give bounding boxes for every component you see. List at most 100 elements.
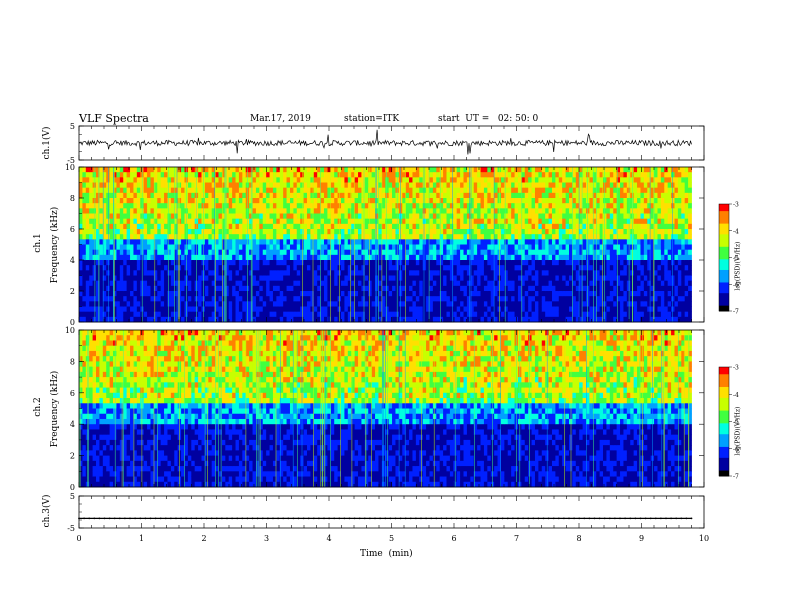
ch1-spectrogram-cell: [86, 265, 90, 271]
ch1-spectrogram-cell: [310, 317, 314, 323]
ch1-spectrogram-cell: [334, 224, 338, 230]
ch1-spectrogram-cell: [433, 229, 437, 235]
ch1-spectrogram-cell: [429, 183, 433, 189]
ch1-spectrogram-cell: [232, 296, 236, 302]
ch1-spectrogram-cell: [552, 291, 556, 297]
ch1-spectrogram-cell: [406, 198, 410, 204]
ch1-spectrogram-cell: [150, 270, 154, 276]
ch1-spectrogram-cell: [263, 198, 267, 204]
ch1-spectrogram-cell: [603, 208, 607, 214]
ch1-spectrogram-cell: [368, 301, 372, 307]
ch1-spectrogram-cell: [600, 317, 604, 323]
ch1-spectrogram-cell: [297, 286, 301, 292]
ch1-spectrogram-cell: [436, 250, 440, 256]
ch1-spectrogram-cell: [613, 270, 617, 276]
ch1-spectrogram-cell: [137, 281, 141, 287]
ch1-spectrogram-cell: [409, 260, 413, 266]
ch1-spectrogram-cell: [208, 265, 212, 271]
ch1-spectrogram-cell: [314, 265, 318, 271]
ch1-spectrogram-cell: [290, 312, 294, 318]
ch1-spectrogram-cell: [389, 281, 393, 287]
ch1-spectrogram-cell: [365, 239, 369, 245]
ch1-spectrogram-cell: [270, 270, 274, 276]
ch1-spectrogram-cell: [259, 281, 263, 287]
ch1-spectrogram-cell: [99, 229, 103, 235]
ch1-spectrogram-cell: [487, 250, 491, 256]
ch1-spectrogram-cell: [419, 265, 423, 271]
ch1-spectrogram-cell: [293, 188, 297, 194]
ch1-spectrogram-cell: [110, 286, 114, 292]
ch1-spectrogram-cell: [270, 203, 274, 209]
ch1-spectrogram-cell: [525, 167, 529, 173]
ch1-spectrogram-cell: [623, 234, 627, 240]
ch1-spectrogram-cell: [436, 177, 440, 183]
ch1-spectrogram-cell: [120, 224, 124, 230]
ch1-spectrogram-cell: [280, 270, 284, 276]
ch1-spectrogram-cell: [613, 208, 617, 214]
ch1-spectrogram-cell: [256, 239, 260, 245]
ch1-spectrogram-cell: [515, 245, 519, 251]
ch1-spectrogram-cell: [538, 229, 542, 235]
ch1-spectrogram-cell: [198, 255, 202, 261]
ch1-spectrogram-cell: [518, 260, 522, 266]
ch1-spectrogram-cell: [603, 286, 607, 292]
ch1-spectrogram-cell: [358, 172, 362, 178]
ch1-spectrogram-cell: [433, 245, 437, 251]
ch1-spectrogram-cell: [239, 183, 243, 189]
ch1-spectrogram-cell: [287, 276, 291, 282]
ch1-spectrogram-cell: [416, 172, 420, 178]
ch1-spectrogram-cell: [293, 260, 297, 266]
ch1-spectrogram-cell: [314, 208, 318, 214]
ch1-spectrogram-cell: [314, 239, 318, 245]
ch1-spectrogram-cell: [542, 312, 546, 318]
ch1-spectrogram-cell: [181, 177, 185, 183]
ch1-spectrogram-cell: [293, 296, 297, 302]
ch1-spectrogram-cell: [433, 301, 437, 307]
ch1-spectrogram-cell: [79, 234, 83, 240]
ch1-spectrogram-cell: [525, 260, 529, 266]
ch1-spectrogram-cell: [253, 286, 257, 292]
ch1-spectrogram-cell: [93, 198, 97, 204]
ch1-spectrogram-cell: [586, 193, 590, 199]
ch1-spectrogram-cell: [89, 219, 93, 225]
ch1-spectrogram-cell: [382, 188, 386, 194]
ch1-spectrogram-cell: [164, 214, 168, 220]
ch1-spectrogram-cell: [406, 183, 410, 189]
ch1-spectrogram-cell: [562, 291, 566, 297]
ch1-spectrogram-cell: [572, 265, 576, 271]
ch1-spectrogram-cell: [276, 296, 280, 302]
ch1-spectrogram-cell: [276, 255, 280, 261]
ch1-spectrogram-cell: [508, 193, 512, 199]
ch1-spectrogram-cell: [555, 307, 559, 313]
ch1-spectrogram-cell: [620, 239, 624, 245]
ch1-spectrogram-cell: [127, 281, 131, 287]
ch1-spectrogram-cell: [532, 188, 536, 194]
ch1-spectrogram-cell: [494, 260, 498, 266]
ch1-spectrogram-cell: [623, 224, 627, 230]
ch1-spectrogram-cell: [229, 219, 233, 225]
ch1-spectrogram-cell: [552, 307, 556, 313]
ch1-spectrogram-cell: [368, 219, 372, 225]
ch1-spectrogram-cell: [579, 183, 583, 189]
ch1-spectrogram-cell: [620, 214, 624, 220]
ch1-spectrogram-cell: [321, 234, 325, 240]
ch1-spectrogram-cell: [572, 281, 576, 287]
ch1-spectrogram-cell: [450, 296, 454, 302]
ch1-spectrogram-cell: [423, 208, 427, 214]
ch1-spectrogram-cell: [324, 245, 328, 251]
ch1-spectrogram-cell: [429, 203, 433, 209]
ch1-spectrogram-cell: [623, 214, 627, 220]
ch1-spectrogram-cell: [82, 234, 86, 240]
ch1-spectrogram-cell: [96, 286, 100, 292]
ch1-spectrogram-cell: [579, 229, 583, 235]
ch1-spectrogram-cell: [99, 172, 103, 178]
ch1-spectrogram-cell: [477, 224, 481, 230]
ch1-spectrogram-cell: [501, 301, 505, 307]
ch1-spectrogram-cell: [242, 208, 246, 214]
ch1-spectrogram-cell: [150, 250, 154, 256]
ch1-spectrogram-cell: [290, 229, 294, 235]
ch1-spectrogram-cell: [433, 239, 437, 245]
ch1-spectrogram-cell: [116, 177, 120, 183]
ch1-spectrogram-cell: [572, 198, 576, 204]
ch1-spectrogram-cell: [79, 219, 83, 225]
